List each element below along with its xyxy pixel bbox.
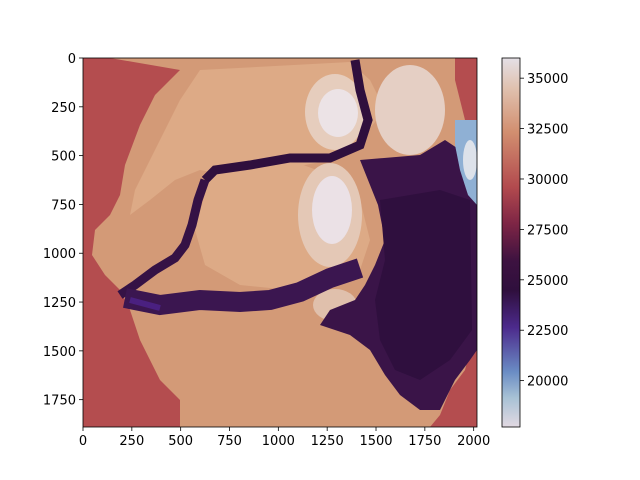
x-tick-label: 1750 <box>408 434 441 449</box>
colorbar-axis: 20000 22500 25000 27500 30000 32500 35000 <box>520 72 568 390</box>
axes-frame <box>82 57 478 428</box>
colorbar <box>501 57 521 428</box>
x-tick-label: 1250 <box>311 434 344 449</box>
colorbar-tick-label: 30000 <box>527 173 568 188</box>
heatmap-river-south <box>123 258 364 316</box>
x-tick-label: 1500 <box>359 434 392 449</box>
heatmap-river-south-mouth <box>129 297 161 311</box>
heatmap-region-water-deep <box>375 190 472 380</box>
x-tick-label: 0 <box>79 434 87 449</box>
heatmap-river-west <box>117 178 210 299</box>
heatmap-image <box>83 58 477 427</box>
heatmap-region-cold-core <box>463 140 477 180</box>
y-tick-label: 1000 <box>43 247 76 262</box>
heatmap-peak-north-core <box>318 89 358 137</box>
y-tick-label: 1250 <box>43 296 76 311</box>
x-tick-label: 2000 <box>457 434 490 449</box>
x-tick-label: 1000 <box>262 434 295 449</box>
x-axis: 0 250 500 750 1000 1250 1500 1750 2000 <box>79 427 490 449</box>
colorbar-tick-label: 27500 <box>527 223 568 238</box>
heatmap-peak-east <box>375 65 445 155</box>
y-tick-label: 250 <box>51 101 76 116</box>
y-tick-label: 1750 <box>43 394 76 409</box>
x-tick-label: 750 <box>217 434 242 449</box>
colorbar-tick-label: 22500 <box>527 324 568 339</box>
x-tick-label: 250 <box>119 434 144 449</box>
y-tick-label: 1500 <box>43 345 76 360</box>
heatmap-channel-north <box>201 59 373 184</box>
y-tick-label: 500 <box>51 150 76 165</box>
colorbar-tick-label: 32500 <box>527 123 568 138</box>
colorbar-tick-label: 20000 <box>527 375 568 390</box>
colorbar-tick-label: 35000 <box>527 72 568 87</box>
y-tick-label: 750 <box>51 198 76 213</box>
y-axis: 0 250 500 750 1000 1250 1500 1750 <box>43 52 83 409</box>
x-tick-label: 500 <box>168 434 193 449</box>
y-tick-label: 0 <box>68 52 76 67</box>
heatmap-peak-central-core <box>312 176 352 244</box>
colorbar-tick-label: 25000 <box>527 274 568 289</box>
